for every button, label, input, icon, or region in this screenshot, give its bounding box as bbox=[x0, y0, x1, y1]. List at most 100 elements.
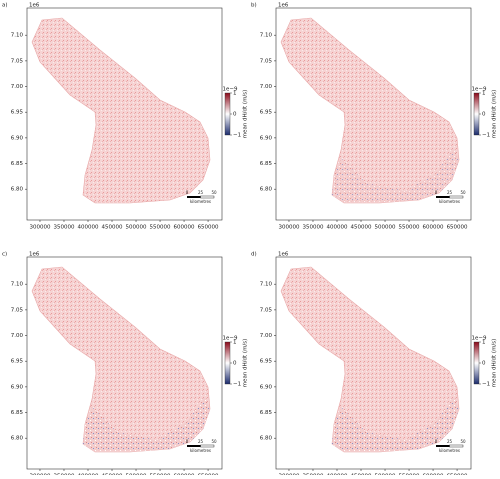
colorbar-label: mean dH/dt (m/s) bbox=[243, 90, 249, 139]
scalebar-unit: kilometres bbox=[190, 448, 211, 453]
y-tick-label: 7.05 bbox=[11, 307, 24, 313]
x-tick-label: 450000 bbox=[351, 225, 372, 231]
scalebar-label: 25 bbox=[198, 439, 204, 444]
y-tick-label: 7.00 bbox=[260, 333, 273, 339]
scalebar-label: 0 bbox=[435, 190, 438, 195]
y-tick-label: 7.10 bbox=[11, 282, 24, 288]
y-offset: 1e6 bbox=[278, 252, 289, 258]
colorbar-tick-label: 1 bbox=[482, 340, 486, 346]
x-tick-label: 300000 bbox=[29, 225, 50, 231]
y-tick-label: 6.85 bbox=[260, 161, 273, 167]
y-tick-label: 6.85 bbox=[11, 161, 24, 167]
scalebar-label: 50 bbox=[460, 439, 466, 444]
y-tick-label: 7.00 bbox=[11, 333, 24, 339]
colorbar-tick-label: 0 bbox=[482, 112, 486, 118]
scalebar-bar bbox=[200, 195, 215, 199]
y-tick-label: 6.80 bbox=[260, 187, 273, 193]
colorbar-tick-label: −1 bbox=[482, 382, 490, 388]
colorbar-offset: 1e−9 bbox=[223, 87, 238, 93]
scalebar-bar bbox=[200, 444, 215, 448]
y-tick-label: 7.10 bbox=[11, 33, 24, 39]
colorbar-tick-label: 0 bbox=[482, 361, 486, 367]
colorbar-tick-label: 0 bbox=[233, 361, 237, 367]
scalebar-bar bbox=[436, 445, 450, 447]
colorbar-offset: 1e−9 bbox=[472, 336, 487, 342]
x-tick-label: 500000 bbox=[126, 225, 147, 231]
colorbar bbox=[224, 92, 231, 136]
scalebar-unit: kilometres bbox=[439, 199, 460, 204]
glacier-outline bbox=[31, 17, 211, 204]
scalebar-bar bbox=[436, 196, 450, 198]
y-tick-label: 7.10 bbox=[260, 282, 273, 288]
panel: a) 1e6 300000 350000 400000 450000 500000 55000… bbox=[2, 3, 249, 231]
scalebar-label: 0 bbox=[186, 190, 189, 195]
scalebar-unit: kilometres bbox=[439, 448, 460, 453]
colorbar-tick-label: 1 bbox=[233, 340, 237, 346]
colorbar-tick-label: 1 bbox=[482, 91, 486, 97]
scalebar-bar bbox=[449, 444, 464, 448]
glacier-margin bbox=[332, 148, 459, 203]
x-tick-label: 650000 bbox=[447, 225, 468, 231]
colorbar-offset: 1e−9 bbox=[223, 336, 238, 342]
y-tick-label: 6.95 bbox=[11, 359, 24, 365]
panel-label: b) bbox=[251, 3, 257, 9]
y-tick-label: 6.80 bbox=[11, 436, 24, 442]
x-tick-label: 450000 bbox=[102, 225, 123, 231]
panel: b) 1e6 300000 350000 400000 450000 500000 55000… bbox=[251, 3, 498, 231]
scalebar-bar bbox=[187, 445, 201, 447]
panel-label: d) bbox=[251, 252, 257, 258]
scalebar-label: 25 bbox=[447, 439, 453, 444]
scalebar-label: 0 bbox=[186, 439, 189, 444]
x-tick-label: 550000 bbox=[150, 225, 171, 231]
y-tick-label: 7.05 bbox=[260, 58, 273, 64]
panel-label: a) bbox=[2, 3, 8, 9]
x-tick-label: 400000 bbox=[326, 225, 347, 231]
glacier-margin bbox=[332, 397, 459, 452]
colorbar-tick-label: −1 bbox=[233, 133, 241, 139]
y-tick-label: 7.10 bbox=[260, 33, 273, 39]
scalebar-label: 50 bbox=[211, 439, 217, 444]
scalebar-label: 0 bbox=[435, 439, 438, 444]
y-tick-label: 6.90 bbox=[11, 384, 24, 390]
plot-frame bbox=[275, 256, 472, 470]
glacier-margin bbox=[83, 397, 210, 452]
colorbar bbox=[224, 341, 231, 385]
colorbar-label: mean dH/dt (m/s) bbox=[243, 339, 249, 388]
x-tick-label: 350000 bbox=[302, 225, 323, 231]
y-tick-label: 7.00 bbox=[11, 84, 24, 90]
y-tick-label: 6.95 bbox=[260, 110, 273, 116]
colorbar-tick-label: −1 bbox=[482, 133, 490, 139]
scalebar-unit: kilometres bbox=[190, 199, 211, 204]
colorbar bbox=[473, 341, 480, 385]
y-tick-label: 6.80 bbox=[11, 187, 24, 193]
plot-frame bbox=[26, 256, 223, 470]
scalebar-label: 50 bbox=[460, 190, 466, 195]
panel: c)1e630000035000040000045000050000055000… bbox=[2, 252, 249, 479]
y-offset: 1e6 bbox=[29, 3, 40, 9]
y-tick-label: 6.80 bbox=[260, 436, 273, 442]
scalebar-label: 25 bbox=[198, 190, 204, 195]
y-tick-label: 6.95 bbox=[260, 359, 273, 365]
y-tick-label: 7.05 bbox=[11, 58, 24, 64]
scalebar-label: 50 bbox=[211, 190, 217, 195]
plot-frame bbox=[275, 7, 472, 221]
colorbar-offset: 1e−9 bbox=[472, 87, 487, 93]
colorbar-label: mean dH/dt (m/s) bbox=[492, 339, 498, 388]
x-tick-label: 300000 bbox=[278, 225, 299, 231]
x-tick-label: 400000 bbox=[77, 225, 98, 231]
x-tick-label: 350000 bbox=[53, 225, 74, 231]
scalebar-label: 25 bbox=[447, 190, 453, 195]
scalebar-bar bbox=[449, 195, 464, 199]
colorbar-tick-label: 0 bbox=[233, 112, 237, 118]
colorbar bbox=[473, 92, 480, 136]
y-tick-label: 6.90 bbox=[11, 135, 24, 141]
colorbar-label: mean dH/dt (m/s) bbox=[492, 90, 498, 139]
y-offset: 1e6 bbox=[29, 252, 40, 258]
y-tick-label: 6.85 bbox=[11, 410, 24, 416]
y-tick-label: 7.00 bbox=[260, 84, 273, 90]
panel-label: c) bbox=[2, 252, 7, 258]
panel: d)1e630000035000040000045000050000055000… bbox=[251, 252, 498, 479]
plot-frame bbox=[26, 7, 223, 221]
colorbar-tick-label: 1 bbox=[233, 91, 237, 97]
